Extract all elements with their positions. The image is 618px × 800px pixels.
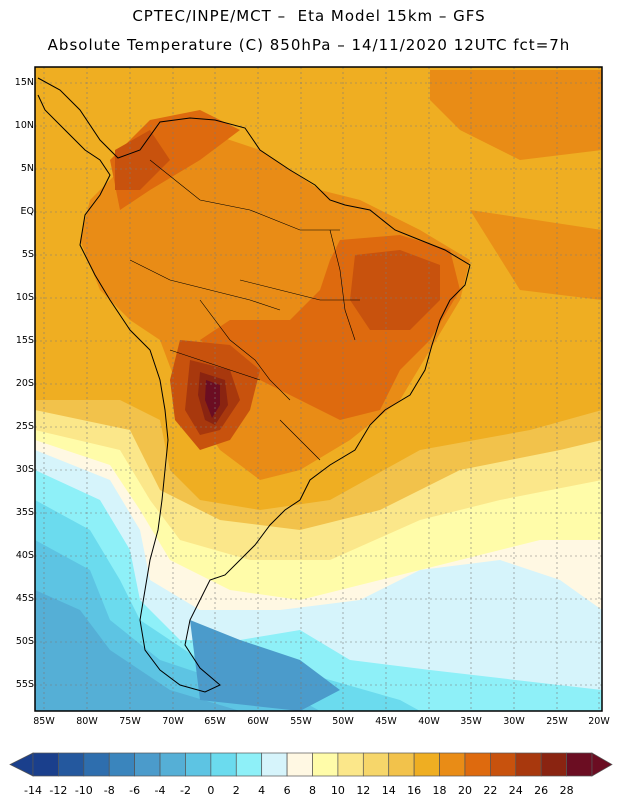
colorbar-tick-label: -6 <box>129 784 141 797</box>
colorbar-max-arrow <box>591 752 613 777</box>
colorbar-tick-label: 20 <box>457 784 472 797</box>
lat-label-10s: 10S <box>15 292 34 303</box>
title-line-2: Absolute Temperature (C) 850hPa – 14/11/… <box>47 36 571 54</box>
colorbar-swatch <box>464 752 491 777</box>
colorbar-swatch <box>108 752 135 777</box>
colorbar-tick-label: 28 <box>559 784 574 797</box>
colorbar-tick-label: -2 <box>179 784 191 797</box>
lon-label-25w: 25W <box>546 716 568 727</box>
coastline <box>37 77 471 693</box>
lat-label-25s: 25S <box>15 421 34 432</box>
lon-label-50w: 50W <box>332 716 354 727</box>
country-borders <box>129 159 360 461</box>
colorbar-swatch <box>439 752 466 777</box>
colorbar-swatch <box>235 752 263 777</box>
colorbar-swatch <box>83 752 110 777</box>
colorbar-swatch <box>362 752 390 777</box>
lon-label-40w: 40W <box>418 716 440 727</box>
lon-label-70w: 70W <box>162 716 184 727</box>
colorbar-swatch <box>159 752 186 777</box>
colorbar-tick-label: 2 <box>232 784 240 797</box>
colorbar-tick-label: 26 <box>534 784 549 797</box>
colorbar-swatch <box>286 752 313 777</box>
lat-label-5s: 5S <box>21 249 34 260</box>
colorbar-swatch <box>413 752 440 777</box>
colorbar-tick-label: 18 <box>432 784 447 797</box>
lat-label-45s: 45S <box>15 593 34 604</box>
colorbar-swatch <box>490 752 517 777</box>
colorbar-swatch <box>515 752 542 777</box>
colorbar-swatch <box>337 752 364 777</box>
colorbar-tick-label: 14 <box>381 784 396 797</box>
lon-label-35w: 35W <box>460 716 482 727</box>
lat-label-15s: 15S <box>15 335 34 346</box>
colorbar-tick-label: 24 <box>508 784 523 797</box>
lon-label-75w: 75W <box>119 716 141 727</box>
lat-label-10n: 10N <box>14 120 34 131</box>
colorbar-tick-label: -4 <box>154 784 166 797</box>
colorbar-tick-label: -10 <box>74 784 93 797</box>
colorbar-tick-label: 16 <box>407 784 422 797</box>
colorbar-swatch <box>32 752 59 777</box>
colorbar-swatch <box>185 752 212 777</box>
graticule <box>35 67 602 711</box>
colorbar-swatch <box>134 752 161 777</box>
lon-label-20w: 20W <box>588 716 610 727</box>
lat-label-eq: EQ <box>20 206 34 217</box>
lat-label-50s: 50S <box>15 636 34 647</box>
colorbar-min-arrow <box>9 752 34 777</box>
map-frame <box>34 66 603 712</box>
colorbar-swatch <box>58 752 85 777</box>
colorbar-swatch <box>210 752 237 777</box>
colorbar-swatch <box>566 752 593 777</box>
lon-label-60w: 60W <box>247 716 269 727</box>
colorbar-tick-label: 8 <box>309 784 316 797</box>
temperature-field <box>35 67 602 711</box>
colorbar-tick-label: 0 <box>207 784 215 797</box>
colorbar-tick-label: -14 <box>24 784 42 797</box>
colorbar-swatch <box>388 752 415 777</box>
colorbar-tick-label: 10 <box>330 784 345 797</box>
colorbar-tick-label: 6 <box>283 784 291 797</box>
colorbar-swatch <box>312 752 339 777</box>
colorbar-tick-label: 22 <box>483 784 498 797</box>
lat-label-40s: 40S <box>15 550 34 561</box>
lat-label-5n: 5N <box>20 163 34 174</box>
lon-label-80w: 80W <box>76 716 98 727</box>
lon-label-55w: 55W <box>290 716 312 727</box>
colorbar-tick-label: 4 <box>258 784 266 797</box>
lat-label-55s: 55S <box>15 679 34 690</box>
lat-label-20s: 20S <box>15 378 34 389</box>
lon-label-30w: 30W <box>503 716 525 727</box>
lon-label-45w: 45W <box>375 716 397 727</box>
colorbar-tick-label: 12 <box>356 784 371 797</box>
colorbar-tick-label: -12 <box>49 784 68 797</box>
lat-label-30s: 30S <box>15 464 34 475</box>
lon-label-65w: 65W <box>204 716 226 727</box>
lat-label-15n: 15N <box>14 77 34 88</box>
lat-label-35s: 35S <box>15 507 34 518</box>
colorbar-tick-label: -8 <box>103 784 115 797</box>
title-line-1: CPTEC/INPE/MCT – Eta Model 15km – GFS <box>132 7 486 25</box>
colorbar-swatch <box>261 752 288 777</box>
lon-label-85w: 85W <box>33 716 55 727</box>
colorbar-swatch <box>540 752 567 777</box>
